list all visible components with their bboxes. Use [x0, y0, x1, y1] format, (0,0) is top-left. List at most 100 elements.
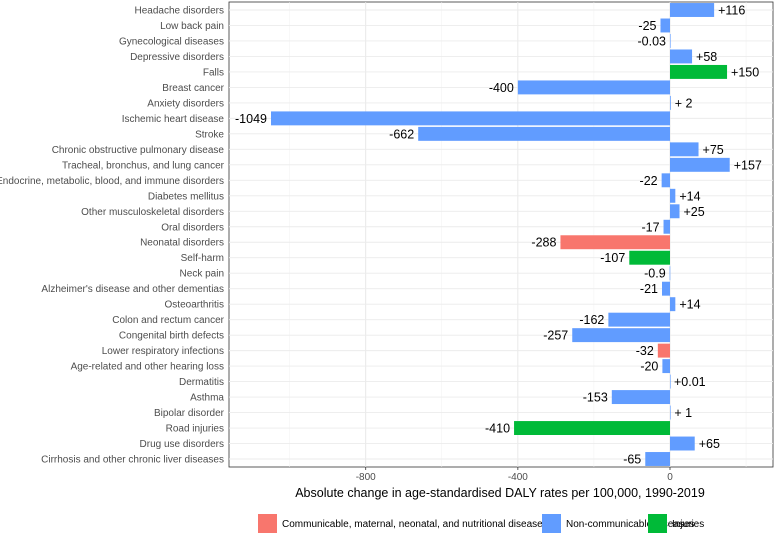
value-label: -32 [636, 344, 654, 358]
value-label: -162 [579, 313, 604, 327]
legend-label: Non-communicable diseases [566, 519, 694, 530]
category-label: Neck pain [180, 269, 224, 280]
bar [660, 18, 670, 33]
grid-lines [229, 2, 773, 467]
bars [271, 3, 730, 466]
bar [662, 359, 670, 374]
category-label: Gynecological diseases [119, 36, 224, 47]
value-label: +14 [679, 298, 700, 312]
value-label: -25 [638, 19, 656, 33]
bar [608, 312, 670, 327]
value-label: -0.9 [644, 267, 666, 281]
bar [670, 64, 728, 79]
bar [670, 405, 671, 420]
category-label: Cirrhosis and other chronic liver diseas… [41, 455, 224, 466]
bar [514, 421, 670, 436]
value-label: +58 [696, 50, 717, 64]
bar [670, 436, 695, 451]
bar [645, 452, 670, 466]
bar [669, 266, 671, 281]
bar [669, 33, 671, 48]
category-label: Osteoarthritis [165, 300, 224, 311]
bar [271, 111, 670, 126]
bar [670, 188, 676, 203]
value-label: +0.01 [674, 375, 706, 389]
legend-key [258, 514, 277, 533]
bar [670, 49, 693, 64]
bar [657, 343, 670, 358]
category-label: Neonatal disorders [140, 238, 224, 249]
category-labels: Headache disorders Low back pain Gynecolog… [0, 6, 225, 466]
bar [418, 126, 670, 141]
value-label: -288 [531, 236, 556, 250]
category-label: Ischemic heart disease [122, 114, 225, 125]
category-label: Tracheal, bronchus, and lung cancer [62, 160, 225, 171]
category-label: Chronic obstructive pulmonary disease [52, 145, 225, 156]
category-label: Low back pain [160, 21, 224, 32]
category-label: Alzheimer's disease and other dementias [41, 284, 224, 295]
x-axis-ticks: -800 -400 0 [356, 467, 673, 483]
bar [572, 328, 670, 343]
plot-panel [228, 1, 774, 468]
value-label: +157 [734, 158, 762, 172]
value-label: -153 [583, 391, 608, 405]
bar [560, 235, 670, 250]
category-label: Breast cancer [162, 83, 224, 94]
value-label: + 1 [674, 406, 692, 420]
legend-label: Injuries [672, 519, 704, 530]
bar [670, 204, 680, 219]
bar [663, 219, 670, 234]
bar [670, 374, 671, 389]
category-label: Depressive disorders [130, 52, 224, 63]
value-label: +14 [679, 189, 700, 203]
bar [670, 142, 699, 157]
value-label: -22 [640, 174, 658, 188]
value-label: -17 [641, 220, 659, 234]
category-label: Stroke [195, 129, 224, 140]
bar [611, 390, 670, 405]
category-label: Endocrine, metabolic, blood, and immune … [0, 176, 224, 187]
category-label: Road injuries [166, 424, 224, 435]
value-label: +25 [684, 205, 705, 219]
legend-key [648, 514, 667, 533]
value-label: + 2 [675, 96, 693, 110]
category-label: Asthma [190, 393, 224, 404]
value-label: -410 [485, 422, 510, 436]
legend-key [542, 514, 561, 533]
x-axis-title: Absolute change in age-standardised DALY… [295, 486, 705, 500]
value-label: -65 [623, 453, 641, 467]
legend: Communicable, maternal, neonatal, and nu… [258, 514, 704, 533]
value-label: +116 [718, 4, 745, 18]
legend-label: Communicable, maternal, neonatal, and nu… [282, 519, 548, 530]
value-label: -20 [640, 360, 658, 374]
category-label: Falls [203, 67, 224, 78]
category-label: Oral disorders [161, 222, 224, 233]
value-label: -107 [600, 251, 625, 265]
x-tick-label: -400 [508, 472, 528, 483]
bar [670, 3, 715, 17]
bar [670, 95, 671, 110]
category-label: Diabetes mellitus [148, 191, 224, 202]
value-label: -662 [389, 127, 414, 141]
value-label: +150 [731, 65, 759, 79]
category-label: Drug use disorders [140, 439, 224, 450]
category-label: Self-harm [181, 253, 224, 264]
x-tick-label: 0 [667, 472, 673, 483]
category-label: Headache disorders [135, 6, 225, 17]
value-label: +65 [699, 437, 720, 451]
value-label: +75 [703, 143, 724, 157]
category-label: Anxiety disorders [147, 98, 224, 109]
value-label: -1049 [235, 112, 267, 126]
value-labels: +116 -25-0.03 +58 +150 -400 + 2 -1049 -662 +75 +1… [235, 4, 762, 467]
category-label: Age-related and other hearing loss [71, 362, 224, 373]
category-label: Bipolar disorder [154, 408, 225, 419]
value-label: -257 [543, 329, 568, 343]
value-label: -0.03 [637, 34, 666, 48]
category-label: Other musculoskeletal disorders [81, 207, 224, 218]
category-label: Colon and rectum cancer [112, 315, 224, 326]
value-label: -21 [640, 282, 658, 296]
x-tick-label: -800 [356, 472, 376, 483]
value-label: -400 [489, 81, 514, 95]
bar [662, 281, 670, 296]
